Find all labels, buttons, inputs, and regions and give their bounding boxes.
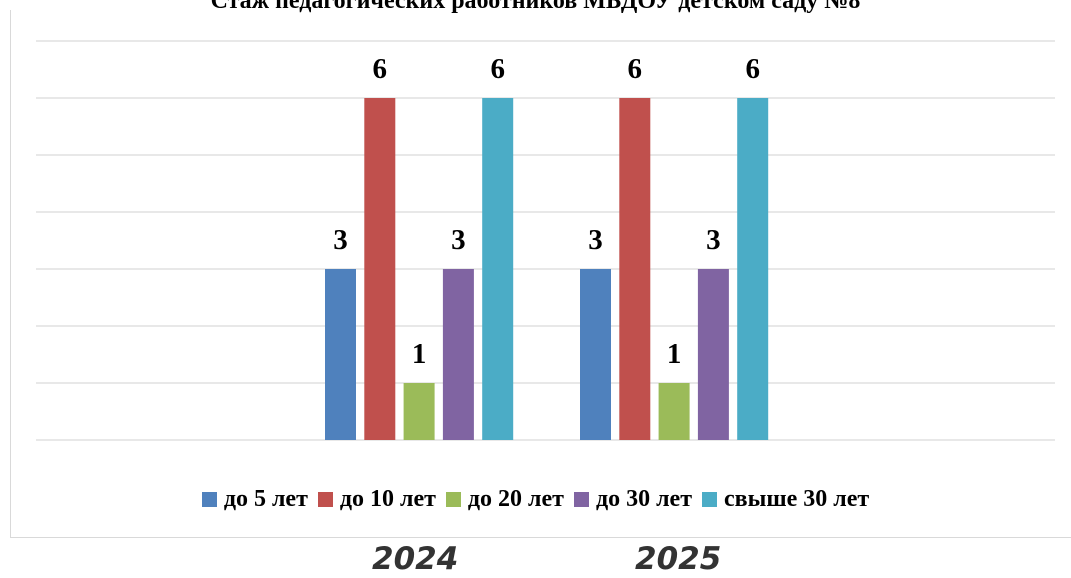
data-label: 3 [588, 224, 603, 256]
legend-label: свыше 30 лет [724, 485, 870, 512]
bar-2024-4 [442, 269, 474, 440]
legend-label: до 30 лет [595, 485, 692, 512]
legend-item: до 5 лет [201, 485, 308, 513]
legend: до 5 лет до 10 лет до 20 лет до 30 лет свыше… [0, 483, 1071, 515]
data-label: 3 [706, 224, 721, 256]
legend-label: до 20 лет [467, 485, 564, 512]
legend-item: до 30 лет [573, 485, 692, 513]
data-label: 6 [745, 53, 760, 85]
legend-label: до 5 лет [223, 485, 308, 512]
bar-2025-5 [737, 98, 769, 440]
legend-swatch [445, 491, 461, 507]
chart-area [10, 10, 1071, 538]
bar-2025-4 [697, 269, 729, 440]
category-label-2025: 2025 [635, 541, 722, 577]
category-label-2024: 2024 [372, 541, 459, 577]
data-label: 3 [333, 224, 348, 256]
legend-item: до 10 лет [317, 485, 436, 513]
legend-swatch [573, 491, 589, 507]
legend-swatch [317, 491, 333, 507]
bar-2024-5 [482, 98, 514, 440]
bar-2024-2 [364, 98, 396, 440]
chart-title: Стаж педагогических работников МБДОУ дет… [210, 0, 861, 14]
bar-2024-3 [403, 383, 435, 440]
data-label: 6 [490, 53, 505, 85]
bar-2025-1 [580, 269, 611, 440]
legend-item: свыше 30 лет [702, 486, 869, 513]
bar-2025-3 [658, 383, 690, 440]
data-label: 3 [451, 224, 466, 256]
legend-swatch [702, 491, 717, 507]
data-label: 1 [412, 338, 427, 370]
legend-swatch [201, 491, 217, 507]
legend-item: до 20 лет [445, 485, 564, 513]
data-label: 1 [667, 338, 682, 370]
legend-label: до 10 лет [339, 485, 436, 512]
data-label: 6 [373, 53, 388, 85]
bar-2024-1 [325, 269, 356, 440]
bar-2025-2 [619, 98, 651, 440]
data-label: 6 [628, 53, 643, 85]
